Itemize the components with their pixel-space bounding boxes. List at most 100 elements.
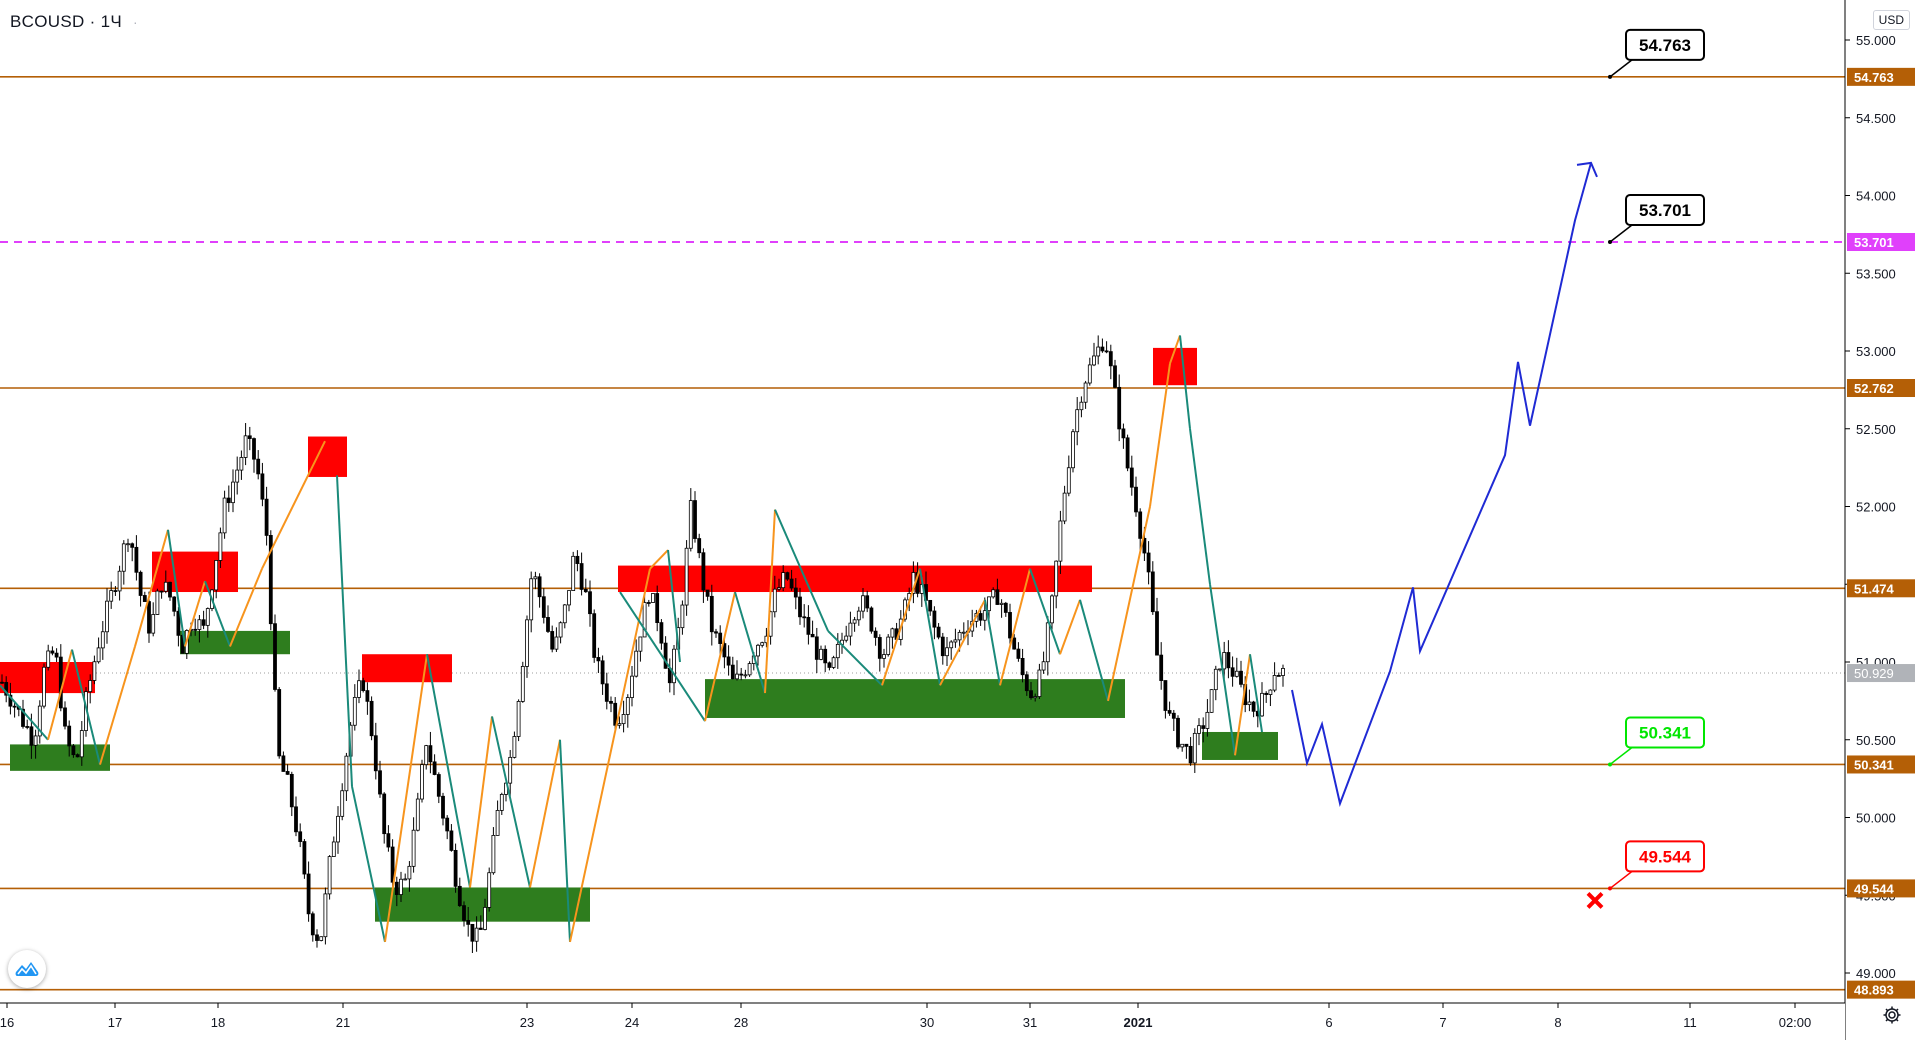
candle-body bbox=[810, 633, 815, 638]
candle-body bbox=[1264, 692, 1269, 695]
candle-body bbox=[1092, 355, 1096, 366]
candle-body bbox=[798, 596, 802, 618]
zigzag-segment bbox=[469, 716, 493, 888]
candle-body bbox=[1045, 622, 1050, 663]
candle-body bbox=[1054, 560, 1059, 597]
candle-body bbox=[1226, 652, 1231, 669]
candle-body bbox=[462, 905, 466, 921]
candle-body bbox=[12, 705, 17, 708]
candle-body bbox=[1167, 710, 1172, 714]
candle-body bbox=[697, 538, 702, 554]
candle-body bbox=[890, 628, 895, 638]
candle-body bbox=[1163, 680, 1168, 711]
candle-body bbox=[1037, 669, 1042, 697]
candle-body bbox=[121, 543, 126, 572]
candle-body bbox=[659, 622, 664, 644]
level-price-label: 50.341 bbox=[1854, 757, 1894, 772]
candle-body bbox=[92, 661, 97, 681]
zigzag-segment bbox=[229, 568, 263, 647]
candle-body bbox=[693, 500, 697, 539]
candle-body bbox=[831, 657, 836, 668]
candle-body bbox=[772, 588, 777, 613]
candle-body bbox=[651, 593, 655, 603]
x-tick-label: 6 bbox=[1325, 1015, 1332, 1030]
candle-body bbox=[197, 619, 202, 630]
projection-path bbox=[1291, 162, 1592, 807]
symbol-name[interactable]: BCOUSD bbox=[10, 12, 85, 31]
candle-body bbox=[1134, 486, 1138, 513]
candle-body bbox=[835, 643, 840, 659]
gear-icon[interactable] bbox=[1882, 1005, 1902, 1030]
candle-body bbox=[1150, 571, 1155, 613]
candle-body bbox=[361, 680, 366, 691]
interval-label[interactable]: 1Ч bbox=[100, 12, 122, 31]
candle-body bbox=[760, 642, 765, 646]
candle-body bbox=[672, 648, 676, 684]
candle-body bbox=[1209, 689, 1214, 713]
level-price-label: 51.474 bbox=[1854, 581, 1895, 596]
candle-body bbox=[756, 644, 760, 657]
candle-body bbox=[474, 927, 479, 942]
candle-body bbox=[394, 881, 399, 895]
y-tick-label: 53.500 bbox=[1856, 266, 1896, 281]
candle-body bbox=[747, 663, 752, 676]
supply-zone bbox=[362, 654, 452, 683]
candle-body bbox=[1276, 675, 1281, 677]
candle-body bbox=[193, 628, 198, 631]
x-tick-label: 28 bbox=[734, 1015, 748, 1030]
candle-body bbox=[365, 690, 370, 702]
candle-body bbox=[130, 543, 135, 548]
tradingview-logo-icon[interactable] bbox=[8, 950, 46, 988]
candle-body bbox=[982, 610, 987, 621]
candle-body bbox=[411, 829, 416, 867]
candle-body bbox=[609, 700, 613, 704]
candle-body bbox=[79, 730, 84, 758]
candle-body bbox=[709, 595, 714, 633]
candle-body bbox=[1239, 670, 1243, 685]
callout-anchor bbox=[1608, 762, 1612, 767]
candle-body bbox=[491, 835, 496, 874]
symbol-header[interactable]: BCOUSD · 1Ч · bbox=[10, 12, 138, 31]
zigzag-segment bbox=[71, 649, 101, 765]
candle-body bbox=[151, 614, 156, 634]
zigzag-segment bbox=[351, 786, 386, 943]
candle-body bbox=[159, 590, 164, 593]
callout-pointer bbox=[1609, 59, 1633, 78]
candle-body bbox=[1062, 492, 1067, 522]
candle-body bbox=[201, 619, 206, 626]
zigzag-segment bbox=[919, 568, 941, 686]
level-price-tag bbox=[1847, 879, 1915, 898]
candle-body bbox=[386, 833, 391, 848]
candle-body bbox=[449, 830, 454, 851]
level-price-label: 52.762 bbox=[1854, 381, 1894, 396]
candle-body bbox=[722, 643, 727, 658]
projection-arrowhead bbox=[1576, 161, 1598, 178]
candle-body bbox=[113, 590, 118, 592]
candle-body bbox=[1050, 595, 1054, 624]
candle-body bbox=[844, 635, 849, 641]
candle-body bbox=[718, 632, 723, 644]
candle-body bbox=[936, 626, 941, 638]
candle-body bbox=[634, 650, 639, 677]
candle-body bbox=[499, 794, 504, 811]
candle-body bbox=[961, 631, 966, 634]
candle-body bbox=[537, 576, 542, 598]
zigzag-segment bbox=[1209, 584, 1236, 756]
zigzag-segment bbox=[1169, 335, 1181, 364]
candle-body bbox=[583, 589, 588, 593]
candle-body bbox=[453, 849, 458, 887]
last-price-label: 50.929 bbox=[1854, 666, 1894, 681]
candle-body bbox=[562, 604, 567, 624]
currency-button[interactable]: USD bbox=[1872, 10, 1910, 30]
candle-body bbox=[1188, 745, 1193, 764]
level-price-label: 49.544 bbox=[1854, 881, 1895, 896]
y-tick-label: 50.500 bbox=[1856, 733, 1896, 748]
candle-body bbox=[247, 435, 252, 439]
candle-body bbox=[4, 682, 9, 696]
candle-body bbox=[1218, 668, 1222, 671]
candle-body bbox=[588, 591, 592, 615]
callout-pointer bbox=[1609, 746, 1633, 766]
candle-body bbox=[600, 660, 605, 685]
candle-body bbox=[0, 681, 4, 684]
